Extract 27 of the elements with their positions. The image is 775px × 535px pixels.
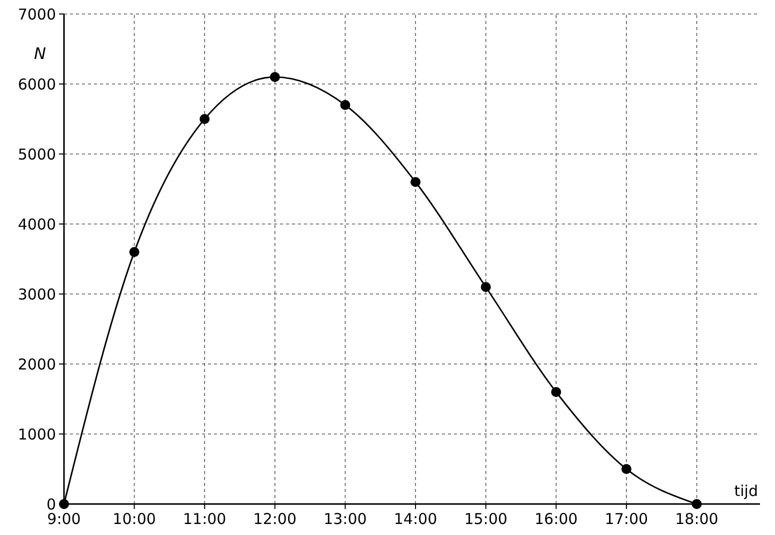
point	[410, 177, 421, 187]
x-tick-label: 17:00	[604, 510, 648, 528]
y-tick-label: 4000	[18, 215, 56, 234]
x-tick-label: 18:00	[675, 510, 718, 528]
x-tick-label: 15:00	[464, 510, 508, 528]
point	[129, 247, 140, 257]
y-axis-title: N	[34, 44, 46, 63]
y-tick-label: 6000	[18, 75, 56, 94]
y-tick-label: 5000	[18, 145, 56, 164]
point	[692, 499, 702, 509]
x-tick-label: 11:00	[182, 510, 226, 528]
y-tick-label: 2000	[18, 355, 56, 374]
point	[270, 72, 280, 82]
x-tick-label: 16:00	[534, 510, 578, 528]
x-tick-label: 10:00	[112, 510, 156, 528]
x-tick-label: 14:00	[394, 510, 438, 528]
y-tick-label: 3000	[18, 285, 56, 304]
x-tick-label: 13:00	[324, 510, 367, 528]
y-tick-label: 1000	[18, 425, 56, 444]
y-tick-label: 7000	[18, 5, 56, 24]
point	[340, 100, 350, 110]
x-axis-title: tijd	[734, 482, 758, 500]
point	[621, 464, 632, 474]
x-tick-label: 12:00	[253, 510, 297, 528]
point	[480, 282, 491, 292]
point	[551, 387, 562, 397]
point	[200, 114, 210, 124]
